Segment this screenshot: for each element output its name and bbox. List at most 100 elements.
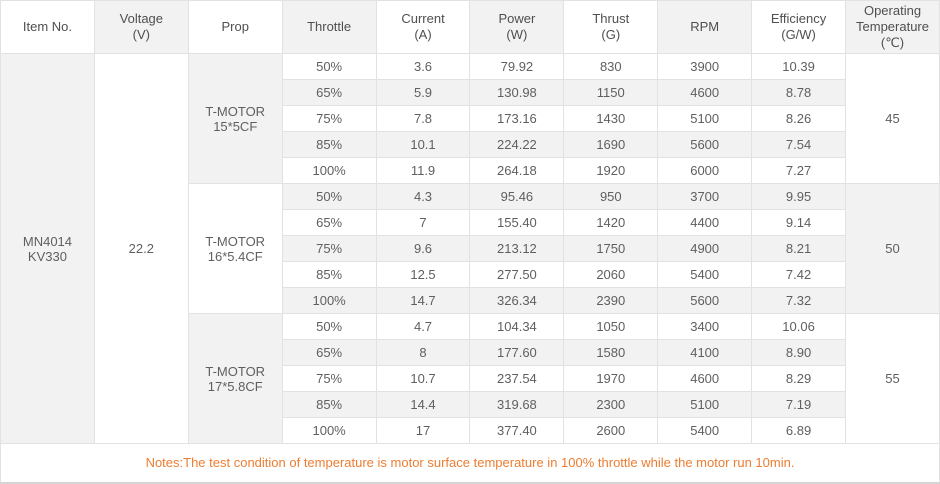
throttle-cell: 75% <box>281 235 377 262</box>
table-row: 75% 7.8 173.16 1430 5100 8.26 <box>1 105 940 132</box>
throttle-cell: 65% <box>281 209 377 236</box>
header-item-no: Item No. <box>0 0 95 54</box>
header-prop: Prop <box>187 0 283 54</box>
power-cell: 277.50 <box>469 261 565 288</box>
thrust-cell: 1970 <box>563 365 659 392</box>
efficiency-cell: 8.21 <box>751 235 847 262</box>
current-cell: 12.5 <box>375 261 471 288</box>
current-cell: 4.7 <box>375 313 471 340</box>
current-cell: 11.9 <box>375 157 471 184</box>
throttle-cell: 75% <box>281 105 377 132</box>
rpm-cell: 4400 <box>657 209 753 236</box>
power-cell: 264.18 <box>469 157 565 184</box>
prop-cell: T-MOTOR 17*5.8CF <box>187 313 283 444</box>
rpm-cell: 3900 <box>657 53 753 80</box>
power-cell: 237.54 <box>469 365 565 392</box>
table-row: 100% 17 377.40 2600 5400 6.89 <box>1 417 940 444</box>
thrust-cell: 1580 <box>563 339 659 366</box>
current-cell: 9.6 <box>375 235 471 262</box>
thrust-cell: 1150 <box>563 79 659 106</box>
current-cell: 10.1 <box>375 131 471 158</box>
table-row: 65% 7 155.40 1420 4400 9.14 <box>1 209 940 236</box>
header-voltage: Voltage (V) <box>93 0 189 54</box>
thrust-cell: 2390 <box>563 287 659 314</box>
rpm-cell: 5400 <box>657 261 753 288</box>
efficiency-cell: 8.78 <box>751 79 847 106</box>
current-cell: 7.8 <box>375 105 471 132</box>
current-cell: 4.3 <box>375 183 471 210</box>
throttle-cell: 85% <box>281 131 377 158</box>
table-row: T-MOTOR 16*5.4CF 50% 4.3 95.46 950 3700 … <box>1 183 940 314</box>
header-current: Current (A) <box>375 0 471 54</box>
rpm-cell: 4600 <box>657 365 753 392</box>
power-cell: 95.46 <box>469 183 565 210</box>
table-row: 100% 14.7 326.34 2390 5600 7.32 <box>1 287 940 314</box>
thrust-cell: 1430 <box>563 105 659 132</box>
rpm-cell: 6000 <box>657 157 753 184</box>
thrust-cell: 950 <box>563 183 659 210</box>
efficiency-cell: 7.42 <box>751 261 847 288</box>
table-row: 85% 12.5 277.50 2060 5400 7.42 <box>1 261 940 288</box>
thrust-cell: 2060 <box>563 261 659 288</box>
throttle-cell: 100% <box>281 157 377 184</box>
power-cell: 319.68 <box>469 391 565 418</box>
current-cell: 10.7 <box>375 365 471 392</box>
throttle-cell: 50% <box>281 53 377 80</box>
thrust-cell: 1750 <box>563 235 659 262</box>
voltage-cell: 22.2 <box>93 53 189 444</box>
rpm-cell: 5400 <box>657 417 753 444</box>
prop-cell: T-MOTOR 15*5CF <box>187 53 283 184</box>
prop-cell: T-MOTOR 16*5.4CF <box>187 183 283 314</box>
operating-temperature-cell: 50 <box>845 183 940 314</box>
current-cell: 7 <box>375 209 471 236</box>
throttle-cell: 85% <box>281 391 377 418</box>
header-power: Power (W) <box>469 0 565 54</box>
rpm-cell: 4600 <box>657 79 753 106</box>
notes-text: Notes:The test condition of temperature … <box>0 443 940 484</box>
rpm-cell: 3700 <box>657 183 753 210</box>
rpm-cell: 5600 <box>657 131 753 158</box>
table-body: MN4014 KV330 22.2 T-MOTOR 15*5CF 50% 3.6… <box>0 53 940 444</box>
throttle-cell: 65% <box>281 79 377 106</box>
efficiency-cell: 8.29 <box>751 365 847 392</box>
efficiency-cell: 7.19 <box>751 391 847 418</box>
efficiency-cell: 10.39 <box>751 53 847 80</box>
table-row: 100% 11.9 264.18 1920 6000 7.27 <box>1 157 940 184</box>
power-cell: 377.40 <box>469 417 565 444</box>
thrust-cell: 830 <box>563 53 659 80</box>
thrust-cell: 2600 <box>563 417 659 444</box>
thrust-cell: 1050 <box>563 313 659 340</box>
header-thrust: Thrust (G) <box>563 0 659 54</box>
efficiency-cell: 6.89 <box>751 417 847 444</box>
table-row: 75% 9.6 213.12 1750 4900 8.21 <box>1 235 940 262</box>
efficiency-cell: 9.14 <box>751 209 847 236</box>
power-cell: 130.98 <box>469 79 565 106</box>
thrust-cell: 1420 <box>563 209 659 236</box>
table-row: MN4014 KV330 22.2 T-MOTOR 15*5CF 50% 3.6… <box>0 53 940 444</box>
throttle-cell: 100% <box>281 417 377 444</box>
power-cell: 155.40 <box>469 209 565 236</box>
table-row: 75% 10.7 237.54 1970 4600 8.29 <box>1 365 940 392</box>
thrust-cell: 1920 <box>563 157 659 184</box>
table-row: 65% 8 177.60 1580 4100 8.90 <box>1 339 940 366</box>
thrust-cell: 1690 <box>563 131 659 158</box>
header-efficiency: Efficiency (G/W) <box>751 0 847 54</box>
table-row: 65% 5.9 130.98 1150 4600 8.78 <box>1 79 940 106</box>
table-footer: Notes:The test condition of temperature … <box>0 443 940 484</box>
power-cell: 104.34 <box>469 313 565 340</box>
operating-temperature-cell: 55 <box>845 313 940 444</box>
rpm-cell: 4100 <box>657 339 753 366</box>
efficiency-cell: 7.32 <box>751 287 847 314</box>
efficiency-cell: 7.54 <box>751 131 847 158</box>
throttle-cell: 75% <box>281 365 377 392</box>
header-operating-temperature: Operating Temperature (℃) <box>845 0 940 54</box>
rpm-cell: 5600 <box>657 287 753 314</box>
throttle-cell: 100% <box>281 287 377 314</box>
throttle-cell: 50% <box>281 183 377 210</box>
efficiency-cell: 7.27 <box>751 157 847 184</box>
operating-temperature-cell: 45 <box>845 53 940 184</box>
efficiency-cell: 10.06 <box>751 313 847 340</box>
throttle-cell: 50% <box>281 313 377 340</box>
power-cell: 213.12 <box>469 235 565 262</box>
